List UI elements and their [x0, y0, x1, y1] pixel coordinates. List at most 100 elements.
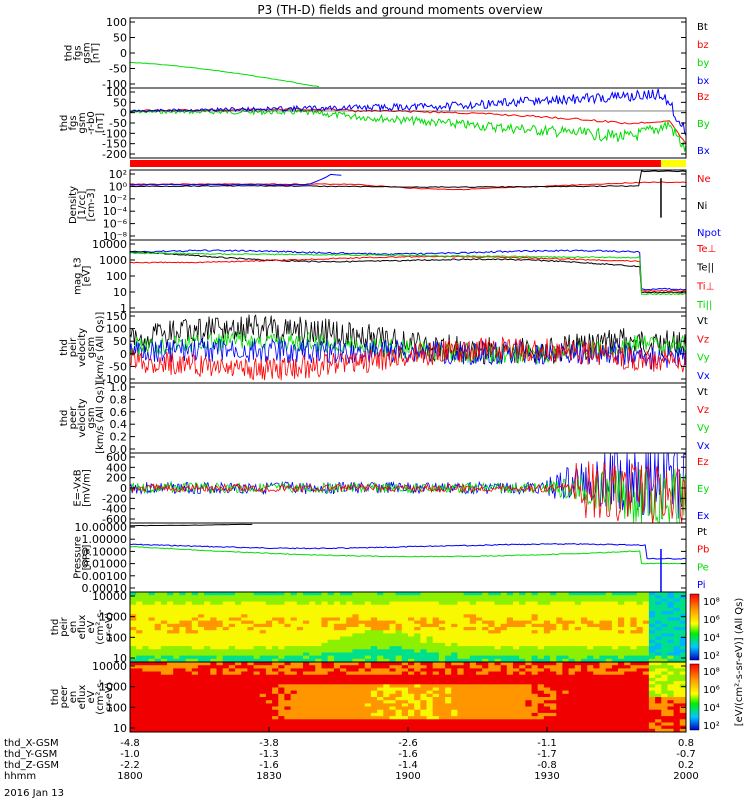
series-te-perp [130, 249, 686, 291]
legend-bx: Bx [697, 146, 710, 157]
series-pi [130, 543, 686, 560]
legend-ni: Ni [697, 201, 707, 212]
ytick-label: 0 [120, 107, 127, 120]
legend-by: By [697, 119, 710, 130]
ylabel-temperature: mag_t3[eV] [73, 257, 93, 295]
ytick-label: 150 [106, 310, 127, 323]
spectrogram-peir_eflux [130, 592, 686, 662]
ytick-label: 1000 [99, 681, 127, 694]
ytick-label: 0.00010 [82, 582, 128, 595]
legend-bt: Bt [697, 22, 708, 33]
colorbar-peer_eflux: 10⁸ 10⁶ 10⁴ 10² [689, 663, 720, 732]
ytick-label: 100 [106, 323, 127, 336]
ytick-label: 10⁻² [103, 193, 127, 206]
legend-vt: Vt [697, 387, 708, 398]
series-bx [130, 88, 686, 136]
plot-area-pressure [130, 523, 686, 592]
series-ti-perp [130, 255, 686, 292]
ytick-label: 10 [113, 652, 127, 665]
xaxis-tick-label: -4.8 [120, 738, 140, 749]
ytick-label: 600 [106, 451, 127, 464]
frame-fgs_gsm [129, 17, 687, 89]
plot-area-peer_eflux [130, 662, 686, 732]
series-vx [130, 337, 686, 370]
legend-vz: Vz [697, 334, 709, 345]
series-pt [130, 523, 253, 527]
ytick-label: 10 [113, 722, 127, 735]
panel-peir_eflux: 10000 1000 100 10 thdpeirenefluxeV(cm²-s-sr-… [50, 590, 720, 665]
plot-area-density [130, 170, 686, 218]
ytick-label: 10⁻⁶ [103, 218, 128, 231]
xaxis-tick-label: -0.7 [676, 749, 696, 760]
ytick-label: 1000 [99, 254, 127, 267]
panel-temperature: 10000 1000 100 10 1 mag_t3[eV] Te⊥ Te|| Ti⊥ Ti|| [73, 238, 717, 315]
xaxis-tick-label: -3.8 [259, 738, 279, 749]
date-label: 2016 Jan 13 [4, 788, 64, 799]
ylabel-fgs_gsm_r: thdfgsgsm-r-b0[nT] [59, 111, 106, 134]
series-npot [130, 173, 342, 186]
legend-bz: Bz [697, 92, 709, 103]
plot-area-peir_velocity [130, 314, 686, 381]
xaxis-tick-label: -1.4 [398, 760, 418, 771]
xaxis-tick-label: -1.1 [537, 738, 557, 749]
series-by [130, 61, 320, 88]
ytick-label: 50 [113, 335, 127, 348]
ytick-label: 400 [106, 461, 127, 474]
ytick-label: 100 [106, 631, 127, 644]
xaxis-tick-label: -2.2 [120, 760, 140, 771]
ytick-label: 10 [113, 286, 127, 299]
ytick-label: 0 [120, 348, 127, 361]
plot-area-fgs_gsm [130, 61, 320, 88]
legend-vx: Vx [697, 441, 710, 452]
xaxis-tick-label: 1930 [534, 771, 559, 782]
panel-pressure: 10.000001.000000.100000.010000.001000.00… [73, 521, 710, 595]
xaxis-tick-label: 1800 [117, 771, 142, 782]
ytick-label: -100 [102, 78, 127, 91]
ytick-label: 10² [109, 168, 127, 181]
frame-density [129, 169, 687, 241]
xaxis-tick-label: -1.3 [259, 749, 279, 760]
legend-pt: Pt [697, 527, 707, 538]
ytick-label: -150 [102, 138, 127, 151]
ytick-label: 0.10000 [82, 545, 128, 558]
ytick-label: 1000 [99, 611, 127, 624]
ytick-label: 0.01000 [82, 558, 128, 571]
legend-vx: Vx [697, 371, 710, 382]
legend-vy: Vy [697, 353, 710, 364]
panel-fgs_gsm: 100 50 0 -50 -100 thdfgsgsm[nT] Bt bz by bx [64, 16, 710, 91]
ytick-label: 0.00100 [82, 570, 128, 583]
panel-peer_eflux: 10000 1000 100 10 thdpeerenefluxeV(cm²-s-sr-… [50, 660, 720, 735]
plot-area-peir_eflux [130, 592, 686, 662]
series-ez [130, 461, 686, 523]
frame-fgs_gsm_r [129, 87, 687, 159]
ytick-label: -100 [102, 373, 127, 386]
ytick-label: 1.00000 [82, 533, 128, 546]
xaxis-row-label: thd_Y-GSM [4, 749, 57, 760]
xaxis-tick-label: -2.6 [398, 738, 418, 749]
colorbar-tick: 10² [703, 651, 720, 662]
xaxis-tick-label: 1830 [256, 771, 281, 782]
ytick-label: -200 [102, 148, 127, 161]
ytick-label: -50 [109, 63, 127, 76]
colorbar-tick: 10⁸ [703, 597, 720, 608]
ytick-label: 0 [120, 47, 127, 60]
series-ni [130, 170, 686, 188]
panel-peir_velocity: 150100500-50-100thdpeirvelocitygsm[km/s … [59, 310, 710, 386]
xaxis-tick-label: -1.6 [259, 760, 279, 771]
legend-npot: Npot [697, 228, 721, 239]
ytick-label: 0.4 [110, 418, 128, 431]
legend-bx: bx [697, 76, 709, 87]
legend-vt: Vt [697, 316, 708, 327]
ytick-label: 100 [106, 16, 127, 29]
ylabel-fgs_gsm: thdfgsgsm[nT] [64, 42, 102, 63]
ytick-label: 10000 [92, 238, 127, 251]
legend-pb: Pb [697, 545, 709, 556]
series-ex [130, 453, 686, 519]
legend-vz: Vz [697, 405, 709, 416]
legend-ez: Ez [697, 457, 709, 468]
legend-ti: Ti|| [696, 300, 712, 311]
figure-title: P3 (TH-D) fields and ground moments over… [257, 3, 542, 17]
ylabel-peir_velocity: thdpeirvelocitygsm[km/s (All Qs)] [59, 312, 106, 384]
